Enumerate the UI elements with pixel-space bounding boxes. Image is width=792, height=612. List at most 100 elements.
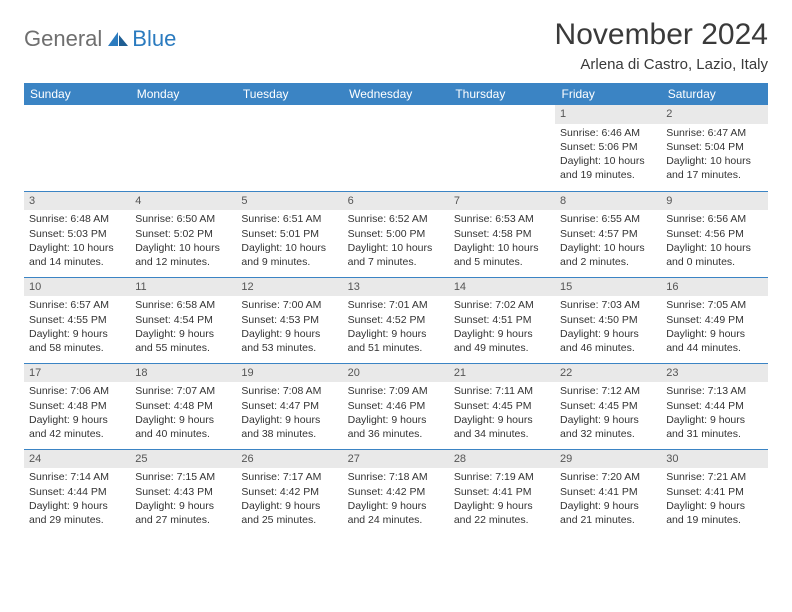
logo-text-general: General	[24, 26, 102, 52]
calendar-table: Sunday Monday Tuesday Wednesday Thursday…	[24, 83, 768, 535]
day-number: 2	[661, 105, 767, 124]
sunrise-text: Sunrise: 6:52 AM	[348, 212, 444, 226]
page-header: General Blue November 2024 Arlena di Cas…	[24, 18, 768, 73]
calendar-day: 9Sunrise: 6:56 AMSunset: 4:56 PMDaylight…	[661, 191, 767, 277]
day-number: 7	[449, 192, 555, 211]
sunset-text: Sunset: 4:41 PM	[666, 485, 762, 499]
daylight-text: Daylight: 9 hours and 32 minutes.	[560, 413, 656, 441]
sunset-text: Sunset: 5:00 PM	[348, 227, 444, 241]
daylight-text: Daylight: 9 hours and 19 minutes.	[666, 499, 762, 527]
calendar-day: 29Sunrise: 7:20 AMSunset: 4:41 PMDayligh…	[555, 449, 661, 535]
sunrise-text: Sunrise: 7:05 AM	[666, 298, 762, 312]
day-body: Sunrise: 7:12 AMSunset: 4:45 PMDaylight:…	[555, 382, 661, 445]
calendar-day: 19Sunrise: 7:08 AMSunset: 4:47 PMDayligh…	[236, 363, 342, 449]
sunrise-text: Sunrise: 6:56 AM	[666, 212, 762, 226]
daylight-text: Daylight: 9 hours and 24 minutes.	[348, 499, 444, 527]
calendar-day: 21Sunrise: 7:11 AMSunset: 4:45 PMDayligh…	[449, 363, 555, 449]
sunrise-text: Sunrise: 7:20 AM	[560, 470, 656, 484]
daylight-text: Daylight: 9 hours and 58 minutes.	[29, 327, 125, 355]
day-names-row: Sunday Monday Tuesday Wednesday Thursday…	[24, 83, 768, 105]
sunset-text: Sunset: 4:47 PM	[241, 399, 337, 413]
day-number: 6	[343, 192, 449, 211]
day-body: Sunrise: 6:55 AMSunset: 4:57 PMDaylight:…	[555, 210, 661, 273]
day-number: 13	[343, 278, 449, 297]
daylight-text: Daylight: 9 hours and 22 minutes.	[454, 499, 550, 527]
daylight-text: Daylight: 10 hours and 2 minutes.	[560, 241, 656, 269]
sunrise-text: Sunrise: 7:02 AM	[454, 298, 550, 312]
day-number: 29	[555, 450, 661, 469]
day-number: 30	[661, 450, 767, 469]
calendar-day: 20Sunrise: 7:09 AMSunset: 4:46 PMDayligh…	[343, 363, 449, 449]
day-body: Sunrise: 7:00 AMSunset: 4:53 PMDaylight:…	[236, 296, 342, 359]
calendar-day: 4Sunrise: 6:50 AMSunset: 5:02 PMDaylight…	[130, 191, 236, 277]
sunrise-text: Sunrise: 6:57 AM	[29, 298, 125, 312]
day-number: 27	[343, 450, 449, 469]
day-body: Sunrise: 7:09 AMSunset: 4:46 PMDaylight:…	[343, 382, 449, 445]
sunset-text: Sunset: 4:51 PM	[454, 313, 550, 327]
sunrise-text: Sunrise: 7:17 AM	[241, 470, 337, 484]
sunset-text: Sunset: 4:57 PM	[560, 227, 656, 241]
day-body: Sunrise: 7:18 AMSunset: 4:42 PMDaylight:…	[343, 468, 449, 531]
sunset-text: Sunset: 5:01 PM	[241, 227, 337, 241]
daylight-text: Daylight: 9 hours and 34 minutes.	[454, 413, 550, 441]
daylight-text: Daylight: 10 hours and 17 minutes.	[666, 154, 762, 182]
sunrise-text: Sunrise: 6:48 AM	[29, 212, 125, 226]
daylight-text: Daylight: 9 hours and 51 minutes.	[348, 327, 444, 355]
daylight-text: Daylight: 10 hours and 5 minutes.	[454, 241, 550, 269]
day-number: 16	[661, 278, 767, 297]
sunset-text: Sunset: 5:02 PM	[135, 227, 231, 241]
day-number: 9	[661, 192, 767, 211]
sunset-text: Sunset: 4:49 PM	[666, 313, 762, 327]
calendar-day: 1Sunrise: 6:46 AMSunset: 5:06 PMDaylight…	[555, 105, 661, 191]
day-number: 10	[24, 278, 130, 297]
calendar-week: 17Sunrise: 7:06 AMSunset: 4:48 PMDayligh…	[24, 363, 768, 449]
sunset-text: Sunset: 4:42 PM	[348, 485, 444, 499]
calendar-day: 26Sunrise: 7:17 AMSunset: 4:42 PMDayligh…	[236, 449, 342, 535]
daylight-text: Daylight: 9 hours and 21 minutes.	[560, 499, 656, 527]
daylight-text: Daylight: 9 hours and 25 minutes.	[241, 499, 337, 527]
sunrise-text: Sunrise: 7:11 AM	[454, 384, 550, 398]
day-number: 4	[130, 192, 236, 211]
sunrise-text: Sunrise: 7:18 AM	[348, 470, 444, 484]
calendar-day	[236, 105, 342, 191]
sunset-text: Sunset: 4:45 PM	[560, 399, 656, 413]
calendar-day	[24, 105, 130, 191]
sunrise-text: Sunrise: 6:53 AM	[454, 212, 550, 226]
daylight-text: Daylight: 10 hours and 19 minutes.	[560, 154, 656, 182]
page-subtitle: Arlena di Castro, Lazio, Italy	[555, 56, 768, 73]
calendar-day	[343, 105, 449, 191]
sunset-text: Sunset: 4:55 PM	[29, 313, 125, 327]
calendar-day: 22Sunrise: 7:12 AMSunset: 4:45 PMDayligh…	[555, 363, 661, 449]
day-body: Sunrise: 7:08 AMSunset: 4:47 PMDaylight:…	[236, 382, 342, 445]
title-block: November 2024 Arlena di Castro, Lazio, I…	[555, 18, 768, 73]
sunrise-text: Sunrise: 7:06 AM	[29, 384, 125, 398]
sunrise-text: Sunrise: 7:07 AM	[135, 384, 231, 398]
calendar-day: 11Sunrise: 6:58 AMSunset: 4:54 PMDayligh…	[130, 277, 236, 363]
day-body: Sunrise: 6:50 AMSunset: 5:02 PMDaylight:…	[130, 210, 236, 273]
day-body: Sunrise: 7:06 AMSunset: 4:48 PMDaylight:…	[24, 382, 130, 445]
sunset-text: Sunset: 4:44 PM	[666, 399, 762, 413]
calendar-day: 17Sunrise: 7:06 AMSunset: 4:48 PMDayligh…	[24, 363, 130, 449]
day-body: Sunrise: 6:46 AMSunset: 5:06 PMDaylight:…	[555, 124, 661, 187]
day-number: 1	[555, 105, 661, 124]
calendar-day: 25Sunrise: 7:15 AMSunset: 4:43 PMDayligh…	[130, 449, 236, 535]
day-body: Sunrise: 7:15 AMSunset: 4:43 PMDaylight:…	[130, 468, 236, 531]
day-number: 19	[236, 364, 342, 383]
daylight-text: Daylight: 9 hours and 38 minutes.	[241, 413, 337, 441]
day-body: Sunrise: 7:03 AMSunset: 4:50 PMDaylight:…	[555, 296, 661, 359]
daylight-text: Daylight: 9 hours and 27 minutes.	[135, 499, 231, 527]
calendar-day: 10Sunrise: 6:57 AMSunset: 4:55 PMDayligh…	[24, 277, 130, 363]
day-name: Monday	[130, 83, 236, 105]
day-body: Sunrise: 6:48 AMSunset: 5:03 PMDaylight:…	[24, 210, 130, 273]
day-name: Wednesday	[343, 83, 449, 105]
day-body: Sunrise: 7:13 AMSunset: 4:44 PMDaylight:…	[661, 382, 767, 445]
calendar-day: 6Sunrise: 6:52 AMSunset: 5:00 PMDaylight…	[343, 191, 449, 277]
day-body: Sunrise: 6:53 AMSunset: 4:58 PMDaylight:…	[449, 210, 555, 273]
daylight-text: Daylight: 10 hours and 7 minutes.	[348, 241, 444, 269]
sunset-text: Sunset: 4:44 PM	[29, 485, 125, 499]
sunset-text: Sunset: 4:46 PM	[348, 399, 444, 413]
calendar-week: 3Sunrise: 6:48 AMSunset: 5:03 PMDaylight…	[24, 191, 768, 277]
sunset-text: Sunset: 4:58 PM	[454, 227, 550, 241]
day-body: Sunrise: 6:56 AMSunset: 4:56 PMDaylight:…	[661, 210, 767, 273]
calendar-day: 18Sunrise: 7:07 AMSunset: 4:48 PMDayligh…	[130, 363, 236, 449]
